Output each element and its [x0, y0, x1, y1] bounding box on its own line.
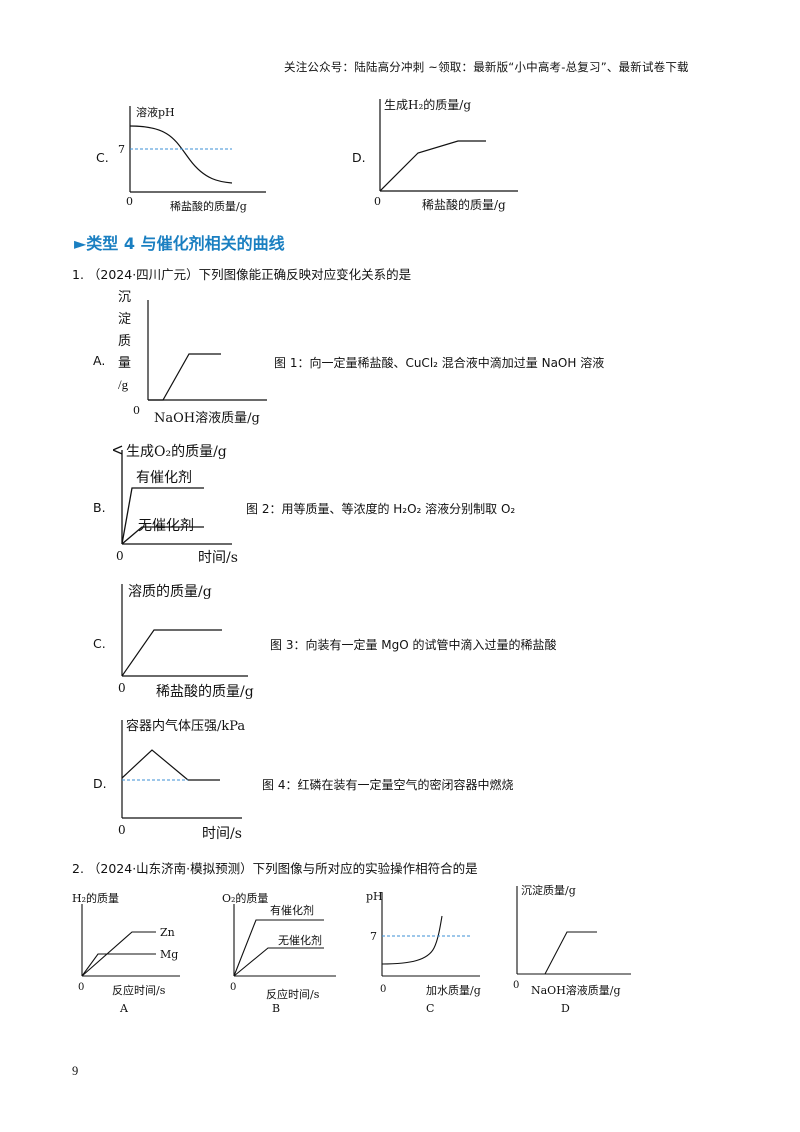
question-1-stem: 1. （2024·四川广元）下列图像能正确反映对应变化关系的是	[72, 267, 412, 282]
x-label: 反应时间/s	[112, 983, 166, 997]
origin-label: 0	[133, 404, 140, 417]
catalyst-line	[233, 919, 324, 977]
origin-label: 0	[116, 549, 124, 563]
q1-a-caption: 图 1：向一定量稀盐酸、CuCl₂ 混合液中滴加过量 NaOH 溶液	[274, 356, 605, 370]
zn-line	[81, 931, 156, 977]
no-catalyst-line	[233, 947, 324, 977]
q1-option-a-letter: A.	[93, 353, 106, 368]
mg-line	[81, 953, 156, 977]
q1-option-b-letter: B.	[93, 500, 106, 515]
chart-letter: A	[119, 1002, 129, 1015]
top-chart-c: 溶液pH 7 0 稀盐酸的质量/g	[118, 105, 266, 213]
origin-label: 0	[118, 681, 126, 695]
no-catalyst-line	[121, 526, 204, 545]
x-label: 反应时间/s	[266, 987, 320, 1001]
option-c-letter: C.	[96, 150, 109, 165]
y-tick-7: 7	[370, 930, 377, 943]
q1-c-caption: 图 3：向装有一定量 MgO 的试管中滴入过量的稀盐酸	[270, 638, 557, 652]
solute-line	[121, 629, 222, 677]
precipitate-line	[148, 353, 221, 401]
q2-chart-b: O₂的质量 有催化剂 无催化剂 0 反应时间/s B	[222, 891, 336, 1015]
q2-chart-d: 沉淀质量/g 0 NaOH溶液质量/g D	[513, 883, 631, 1015]
origin-label: 0	[118, 823, 126, 837]
y-label: 生成H₂的质量/g	[384, 97, 471, 112]
origin-label: 0	[374, 195, 381, 208]
y-tick-7: 7	[118, 143, 125, 156]
x-label: 加水质量/g	[426, 984, 481, 997]
y-label: 容器内气体压强/kPa	[126, 718, 245, 734]
y-label: 溶质的质量/g	[128, 584, 212, 600]
q2-chart-a: H₂的质量 Zn Mg 0 反应时间/s A	[72, 891, 180, 1015]
ph-curve	[129, 125, 233, 184]
section-title: ►类型 4 与催化剂相关的曲线	[74, 234, 285, 253]
origin-label: 0	[513, 980, 519, 991]
mg-label: Mg	[160, 948, 178, 961]
x-label: NaOH溶液质量/g	[154, 411, 260, 426]
y-label: 沉淀质量/g	[521, 883, 576, 897]
no-catalyst-label: 无催化剂	[138, 518, 194, 534]
zn-label: Zn	[160, 926, 175, 939]
origin-label: 0	[78, 982, 84, 993]
origin-label: 0	[126, 195, 133, 208]
catalyst-line	[121, 487, 204, 545]
catalyst-label: 有催化剂	[270, 903, 314, 917]
x-label: 时间/s	[202, 826, 242, 842]
option-d-letter: D.	[352, 150, 366, 165]
question-2-stem: 2. （2024·山东济南·模拟预测）下列图像与所对应的实验操作相符合的是	[72, 861, 478, 876]
x-label: 稀盐酸的质量/g	[422, 197, 506, 212]
no-catalyst-label: 无催化剂	[278, 933, 322, 947]
q2-chart-c: pH 7 0 加水质量/g C	[366, 890, 481, 1015]
y-label: pH	[366, 890, 383, 903]
q1-chart-a: 0 NaOH溶液质量/g	[133, 300, 267, 426]
q1-d-caption: 图 4：红磷在装有一定量空气的密闭容器中燃烧	[262, 778, 514, 792]
y-label: H₂的质量	[72, 891, 119, 905]
chart-letter: D	[561, 1002, 570, 1015]
q1-option-c-letter: C.	[93, 636, 106, 651]
catalyst-label: 有催化剂	[136, 470, 192, 486]
chart-letter: B	[272, 1002, 280, 1015]
origin-label: 0	[380, 984, 386, 995]
top-chart-d: 生成H₂的质量/g 0 稀盐酸的质量/g	[374, 97, 518, 212]
pressure-line	[121, 749, 220, 781]
x-label: 稀盐酸的质量/g	[170, 199, 247, 213]
y-label: 溶液pH	[136, 105, 175, 119]
q1-option-d-letter: D.	[93, 776, 107, 791]
page-number: 9	[72, 1064, 79, 1078]
q1-chart-d: 容器内气体压强/kPa 0 时间/s	[118, 718, 245, 842]
page-header: 关注公众号：陆陆高分冲刺 ~领取：最新版“小中高考-总复习”、最新试卷下载	[284, 60, 689, 74]
origin-label: 0	[230, 982, 236, 993]
ph-curve	[381, 915, 443, 965]
x-label: 稀盐酸的质量/g	[156, 684, 254, 700]
q1-b-caption: 图 2：用等质量、等浓度的 H₂O₂ 溶液分别制取 O₂	[246, 502, 516, 516]
chart-letter: C	[426, 1002, 434, 1015]
x-label: NaOH溶液质量/g	[531, 983, 621, 997]
h2-line	[379, 140, 486, 192]
q1-chart-b: 生成O₂的质量/g 有催化剂 无催化剂 0 时间/s	[112, 444, 238, 566]
x-label: 时间/s	[198, 550, 238, 566]
y-label: O₂的质量	[222, 891, 268, 905]
q1-chart-c: 溶质的质量/g 0 稀盐酸的质量/g	[118, 584, 254, 700]
q1-a-ylabel: 沉 淀 质 量 /g	[118, 289, 132, 392]
precipitate-line	[517, 931, 597, 975]
y-label: 生成O₂的质量/g	[126, 444, 227, 460]
